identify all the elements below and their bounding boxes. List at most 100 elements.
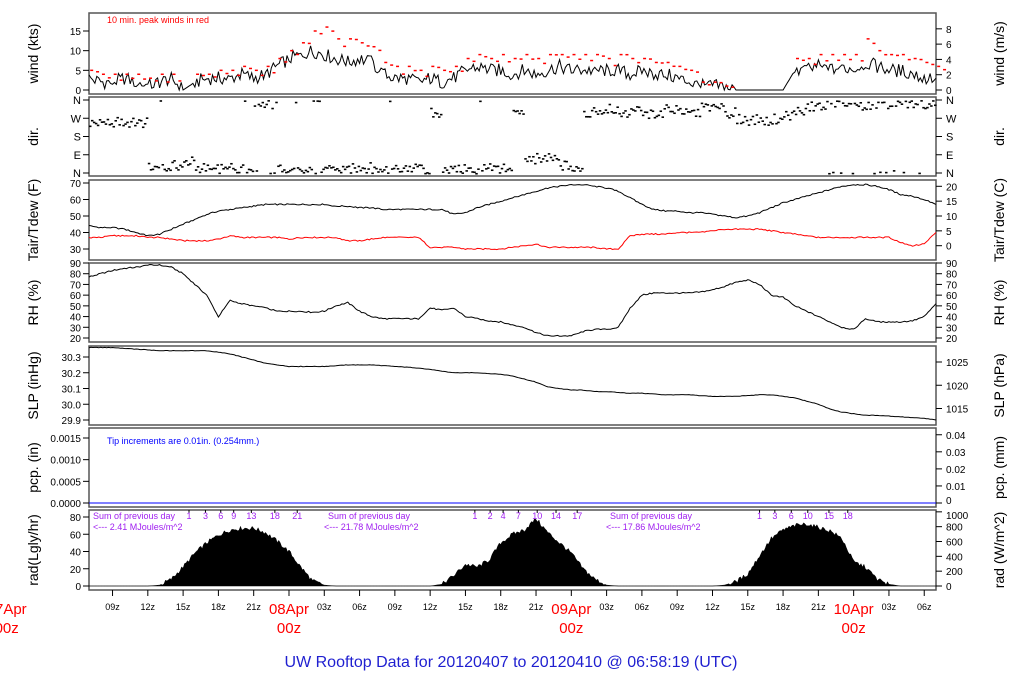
ytick-label-left: 0.0005 [50,477,81,488]
wind-direction-point [192,159,196,162]
wind-direction-point [353,167,357,169]
wind-direction-point [292,167,296,170]
wind-direction-point [222,168,225,170]
ylabel-left-pcp: pcp. (in) [25,442,41,493]
wind-direction-point [102,121,106,123]
time-tick-label: 03z [882,602,897,612]
wind-direction-point [567,168,570,170]
wind-direction-point [675,105,678,107]
wind-direction-point [818,102,821,105]
wind-direction-point [420,164,423,167]
wind-direction-point [238,171,241,174]
wind-direction-point [379,168,382,171]
wind-direction-point [530,160,533,162]
time-tick-label: 21z [811,602,826,612]
wind-direction-point [908,101,912,104]
wind-direction-point [643,111,647,113]
wind-direction-point [343,168,347,171]
ytick-label-right: 10 [946,212,958,223]
wind-direction-point [526,160,529,163]
wind-direction-point [755,114,759,116]
ytick-label-right: 0 [946,582,952,593]
wind-direction-point [700,102,704,105]
wind-direction-point [612,112,615,114]
wind-direction-point [490,169,494,172]
time-tick-label: 21z [246,602,261,612]
ytick-label-right: W [946,113,957,125]
wind-direction-point [481,169,484,172]
wind-direction-point [461,172,465,174]
wind-direction-point [653,116,657,119]
cumulative-mark-label: 1 [186,511,191,521]
wind-direction-point [716,106,719,109]
relative-humidity-line [88,263,937,337]
wind-direction-point [245,171,249,174]
panel-slp-frame [88,345,937,426]
ytick-label-left: 40 [70,229,82,240]
wind-direction-point [118,124,121,126]
wind-direction-point [890,105,894,108]
wind-direction-point [857,105,861,108]
wind-direction-point [847,102,851,105]
wind-direction-point [334,169,337,171]
wind-direction-point [647,117,651,120]
wind-direction-point [916,103,919,106]
wind-direction-point [92,121,96,124]
wind-direction-point [455,170,459,173]
wind-direction-point [741,121,745,124]
wind-direction-point [896,100,900,103]
wind-direction-point [390,168,394,170]
wind-direction-point [900,103,904,105]
ytick-label-left: 80 [70,513,82,524]
wind-direction-point [275,101,278,104]
cumulative-mark-label: 3 [772,511,777,521]
dewpoint-line [88,228,937,251]
wind-direction-point [104,123,108,125]
wind-direction-point [796,106,800,109]
wind-direction-point [832,171,835,174]
wind-direction-point [281,170,284,173]
ylabel-right-pcp: pcp. (mm) [991,436,1007,499]
wind-direction-point [571,169,574,172]
wind-direction-point [369,162,372,164]
ytick-label-right: 600 [946,538,963,549]
wind-direction-point [338,169,341,172]
wind-direction-point [824,108,827,110]
wind-direction-point [785,110,788,113]
date-label-hour: 00z [559,620,583,637]
wind-direction-point [718,107,721,110]
cumulative-mark-label: 1 [472,511,477,521]
wind-direction-point [543,155,547,157]
wind-direction-point [910,100,914,102]
wind-direction-point [257,103,261,106]
ytick-label-right: 70 [946,280,958,291]
wind-direction-point [430,107,433,110]
wind-direction-point [126,121,129,124]
wind-direction-point [826,100,829,103]
ytick-label-left: 0.0015 [50,434,81,445]
cumulative-mark-label: 3 [203,511,208,521]
wind-direction-point [310,168,314,171]
wind-direction-point [855,104,859,106]
wind-direction-point [720,103,723,105]
wind-direction-point [165,169,168,172]
wind-direction-point [363,167,366,170]
wind-direction-point [565,160,568,163]
wind-direction-point [739,122,743,125]
wind-direction-point [365,171,368,174]
wind-direction-point [445,169,449,171]
wind-direction-point [130,120,133,123]
wind-direction-point [161,164,165,166]
wind-direction-point [624,110,627,112]
wind-direction-point [610,111,614,113]
wind-direction-point [381,170,384,173]
wind-direction-point [330,167,333,169]
ytick-label-left: 50 [70,302,82,313]
wind-direction-point [812,109,815,112]
wind-direction-point [349,172,353,174]
wind-direction-point [498,172,502,174]
wind-direction-point [308,166,312,169]
wind-direction-point [265,103,268,106]
wind-direction-point [339,171,343,174]
wind-direction-point [269,172,272,175]
